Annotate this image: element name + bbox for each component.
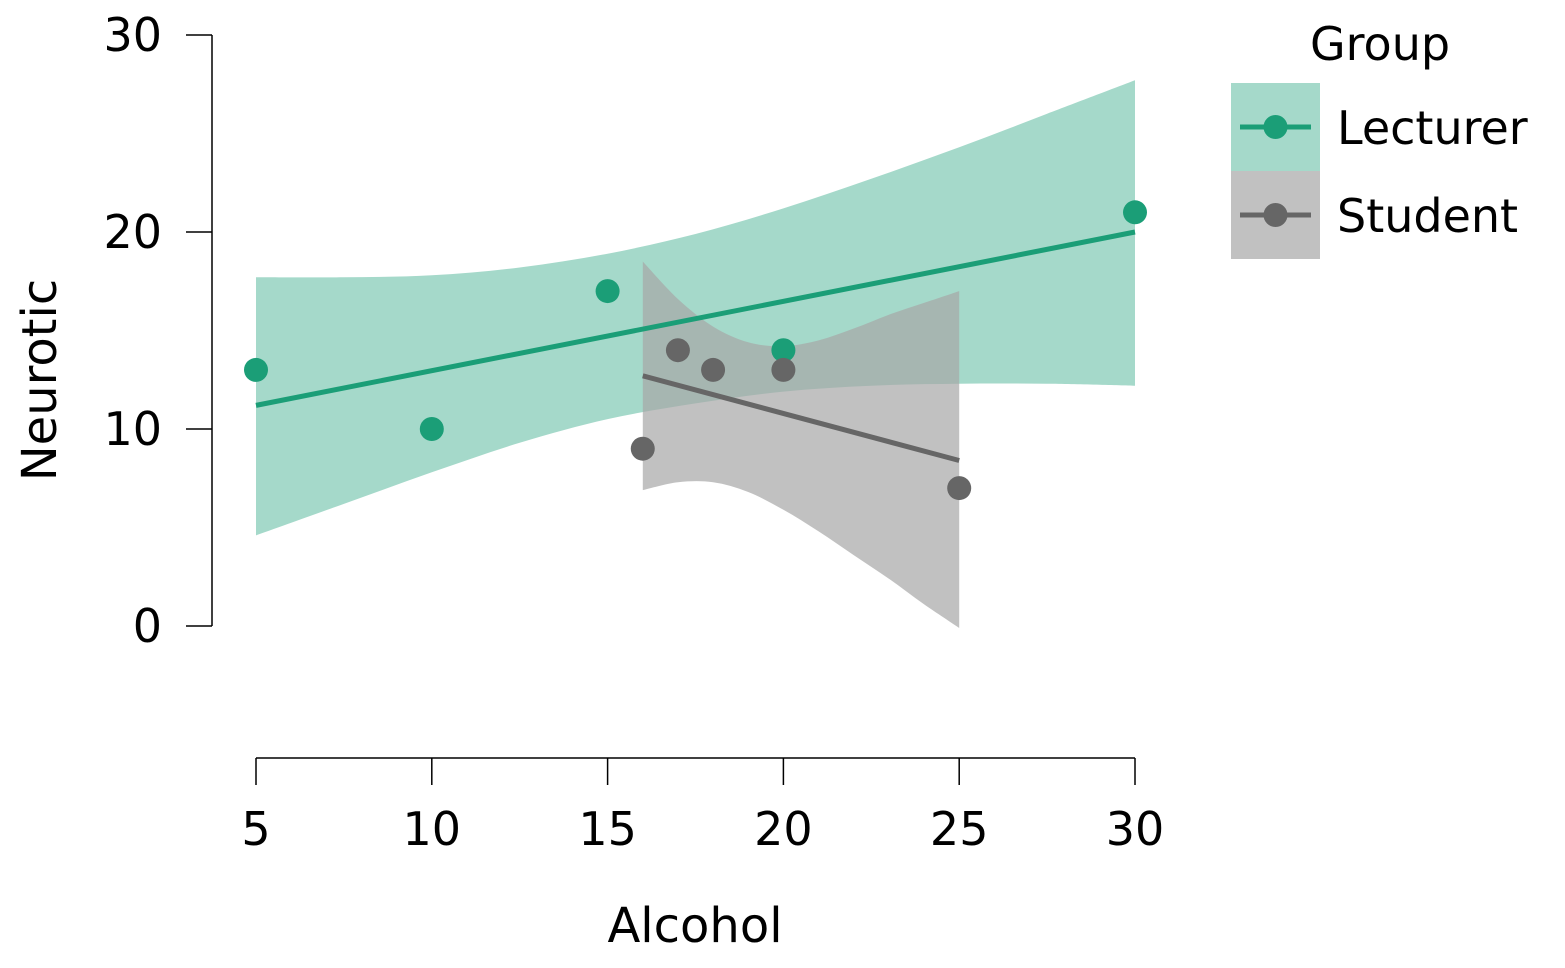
- legend-label-lecturer: Lecturer: [1337, 101, 1528, 155]
- data-point-lecturer-2: [595, 279, 620, 304]
- data-point-lecturer-0: [244, 357, 268, 382]
- data-point-lecturer-1: [419, 417, 444, 441]
- y-tick-label: 0: [133, 599, 162, 653]
- data-point-lecturer-3: [771, 338, 796, 363]
- x-axis: 5 10 15 20 25 30: [241, 757, 1165, 856]
- x-tick-label: 25: [930, 802, 989, 856]
- data-point-student-3: [771, 357, 796, 382]
- x-axis-title: Alcohol: [607, 898, 782, 954]
- y-tick-label: 10: [103, 402, 162, 456]
- data-point-student-1: [665, 338, 690, 363]
- confidence-bands: [256, 80, 1135, 628]
- x-tick-label: 30: [1106, 802, 1165, 856]
- x-tick-label: 10: [403, 802, 462, 856]
- y-tick-label: 20: [103, 205, 162, 259]
- legend: Group Lecturer Student: [1231, 17, 1528, 259]
- legend-key-point-student: [1263, 203, 1288, 227]
- regression-line-lecturer: [255, 229, 1136, 408]
- y-tick-label: 30: [103, 8, 162, 62]
- data-point-student-4: [947, 476, 972, 501]
- regression-lines: [255, 229, 1136, 463]
- regression-line-student: [642, 373, 960, 463]
- legend-key-point-lecturer: [1263, 115, 1288, 139]
- legend-label-student: Student: [1337, 189, 1518, 243]
- x-tick-label: 5: [241, 802, 270, 856]
- x-tick-label: 20: [754, 802, 813, 856]
- data-point-student-2: [701, 357, 726, 382]
- legend-title: Group: [1310, 17, 1450, 71]
- x-tick-label: 15: [578, 802, 637, 856]
- data-points: [244, 200, 1147, 501]
- data-point-lecturer-4: [1123, 200, 1147, 225]
- confidence-band-lecturer: [256, 80, 1135, 536]
- y-axis-title: Neurotic: [12, 279, 68, 481]
- confidence-band-student: [642, 261, 960, 628]
- y-axis: 0 10 20 30: [103, 8, 213, 653]
- data-point-student-0: [630, 436, 655, 461]
